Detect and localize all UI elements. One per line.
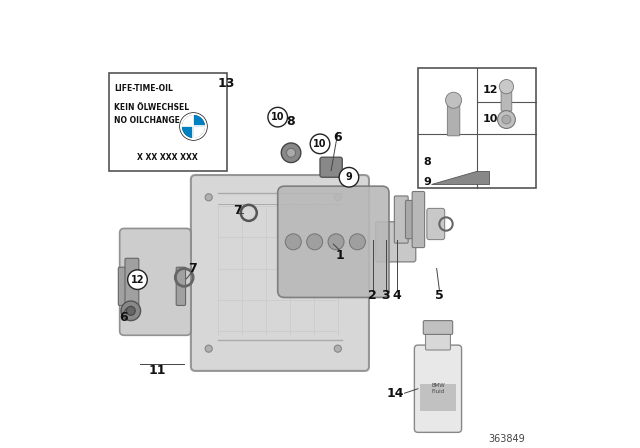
Text: 6: 6	[333, 131, 342, 144]
Text: BMW
Fluid: BMW Fluid	[431, 383, 445, 394]
Wedge shape	[193, 126, 205, 138]
Text: 4: 4	[393, 289, 401, 302]
Text: 10: 10	[271, 112, 284, 122]
Circle shape	[179, 112, 208, 141]
Circle shape	[307, 234, 323, 250]
Text: 9: 9	[346, 172, 352, 182]
Circle shape	[339, 168, 359, 187]
FancyBboxPatch shape	[420, 384, 456, 411]
Text: 14: 14	[387, 387, 404, 400]
Circle shape	[334, 194, 341, 201]
Polygon shape	[431, 171, 489, 184]
Wedge shape	[193, 115, 205, 126]
Text: LIFE-TIME-OIL: LIFE-TIME-OIL	[114, 84, 173, 93]
Text: 12: 12	[483, 85, 498, 95]
Circle shape	[502, 115, 511, 124]
Text: X XX XXX XXX: X XX XXX XXX	[137, 153, 198, 162]
Text: 12: 12	[131, 275, 144, 284]
FancyBboxPatch shape	[406, 200, 413, 239]
Circle shape	[499, 80, 513, 94]
FancyBboxPatch shape	[501, 87, 512, 111]
Text: 5: 5	[435, 289, 444, 302]
Circle shape	[205, 194, 212, 201]
Circle shape	[285, 234, 301, 250]
Text: 1: 1	[335, 249, 344, 262]
FancyBboxPatch shape	[426, 330, 451, 350]
Circle shape	[126, 306, 135, 315]
FancyBboxPatch shape	[412, 191, 424, 248]
FancyBboxPatch shape	[176, 267, 186, 306]
Circle shape	[127, 270, 147, 289]
Text: 10: 10	[313, 139, 327, 149]
FancyBboxPatch shape	[109, 73, 227, 171]
Circle shape	[205, 345, 212, 352]
Text: 11: 11	[148, 364, 166, 377]
Circle shape	[334, 345, 341, 352]
Circle shape	[281, 143, 301, 163]
Text: 6: 6	[119, 311, 127, 324]
Circle shape	[287, 148, 296, 157]
Text: 9: 9	[424, 177, 431, 187]
Text: NO OILCHANGE: NO OILCHANGE	[114, 116, 180, 125]
FancyBboxPatch shape	[376, 222, 416, 262]
FancyBboxPatch shape	[447, 101, 460, 136]
FancyBboxPatch shape	[191, 175, 369, 371]
FancyBboxPatch shape	[423, 321, 452, 334]
Text: 8: 8	[424, 157, 431, 167]
Text: 363849: 363849	[488, 435, 525, 444]
Circle shape	[497, 111, 515, 129]
Circle shape	[349, 234, 365, 250]
Text: 8: 8	[287, 115, 296, 128]
Circle shape	[328, 234, 344, 250]
Text: 7: 7	[188, 262, 196, 275]
FancyBboxPatch shape	[394, 196, 408, 243]
FancyBboxPatch shape	[320, 157, 342, 177]
FancyBboxPatch shape	[418, 68, 536, 188]
Wedge shape	[182, 115, 193, 126]
Wedge shape	[182, 126, 193, 138]
Text: 7: 7	[233, 204, 242, 217]
FancyBboxPatch shape	[120, 228, 191, 335]
Circle shape	[268, 108, 287, 127]
Circle shape	[310, 134, 330, 154]
Text: KEIN ÖLWECHSEL: KEIN ÖLWECHSEL	[114, 103, 189, 112]
FancyBboxPatch shape	[414, 345, 461, 432]
FancyBboxPatch shape	[118, 267, 136, 306]
Circle shape	[445, 92, 461, 108]
Text: 2: 2	[368, 289, 377, 302]
FancyBboxPatch shape	[125, 258, 139, 314]
Text: 10: 10	[483, 114, 498, 124]
Circle shape	[121, 301, 141, 321]
Text: 3: 3	[381, 289, 390, 302]
FancyBboxPatch shape	[427, 208, 445, 240]
Text: 13: 13	[218, 77, 235, 90]
FancyBboxPatch shape	[278, 186, 389, 297]
